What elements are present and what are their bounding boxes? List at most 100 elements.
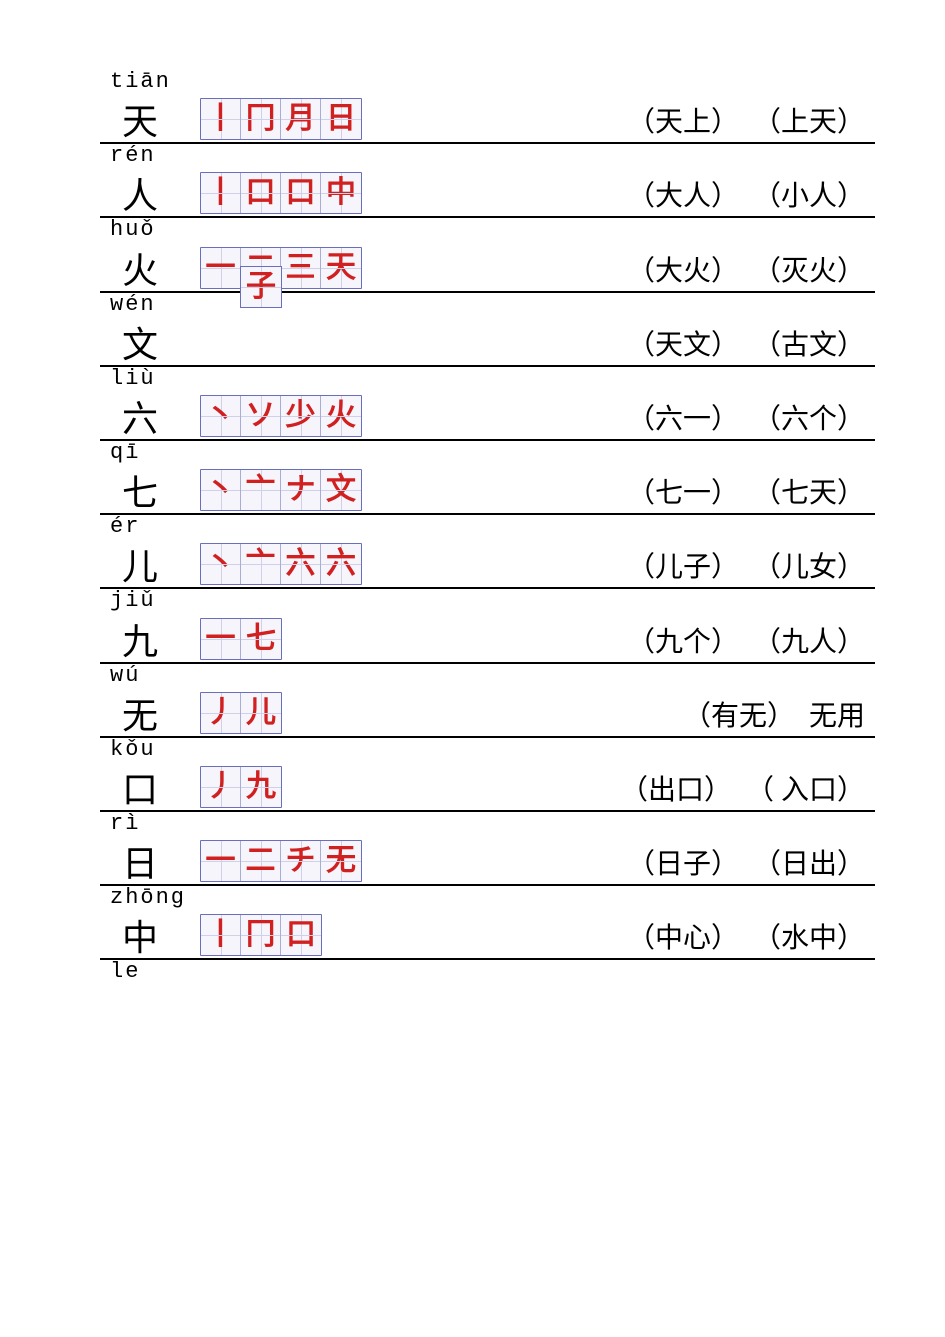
character-entry: le <box>100 960 875 984</box>
stroke-glyph: 丶 <box>201 470 240 510</box>
entry-row: 人丨口口中（大人）（小人） <box>100 168 875 218</box>
stroke-cell: 九 <box>241 767 281 807</box>
pinyin-label: wén <box>100 293 875 317</box>
stroke-cell: 丨 <box>201 173 241 213</box>
stroke-order-grid: 丶亠六六 <box>200 543 400 587</box>
stroke-glyph: 一 <box>201 248 240 288</box>
stroke-glyph: 二 <box>241 841 280 881</box>
stroke-glyph: 丨 <box>201 173 240 213</box>
stroke-order-grid <box>200 363 400 365</box>
character-entry: liù 六丶ソ少火 （六一）（六个） <box>100 367 875 441</box>
stroke-glyph: 丶 <box>201 396 240 436</box>
example-word-2: （水中） <box>753 916 865 956</box>
example-words: （日子） （日出） <box>627 842 875 884</box>
stroke-cell: 火 <box>321 396 361 436</box>
pinyin-label: ér <box>100 515 875 539</box>
example-words: （中心）（水中） <box>627 916 875 958</box>
main-character: 六 <box>100 401 180 439</box>
stroke-cell: ソ <box>241 396 281 436</box>
stroke-glyph: 文 <box>321 470 361 510</box>
example-words: （七一）（七天） <box>627 471 875 513</box>
example-word-1: （出口） <box>620 768 732 808</box>
character-entry: kǒu口丿九（出口）（ 入口） <box>100 738 875 812</box>
entry-row: 日一二チ无（日子）（日出） <box>100 836 875 886</box>
entry-row: 七丶亠ナ文（七一）（七天） <box>100 465 875 515</box>
stroke-glyph: 冂 <box>241 915 280 955</box>
stroke-cell: 一 <box>201 841 241 881</box>
stroke-grid: 丨冂月日 <box>200 98 362 140</box>
example-word-2: （日出） <box>753 842 865 882</box>
entry-row: 无丿儿（有无）无用 <box>100 688 875 738</box>
character-entry: tiān天丨冂月日（天上）（上天） <box>100 70 875 144</box>
pinyin-label: liù <box>100 367 875 391</box>
stroke-cell: 口 <box>281 915 321 955</box>
example-word-2: （ 入口） <box>746 768 865 808</box>
example-word-1: （六一） <box>627 397 739 437</box>
pinyin-label: zhōng <box>100 886 875 910</box>
main-character: 口 <box>100 772 180 810</box>
character-entry: zhōng 中丨冂口 （中心）（水中） <box>100 886 875 960</box>
example-word-2: （九人） <box>753 620 865 660</box>
stroke-glyph: 三 <box>281 248 320 288</box>
stroke-grid: 丿儿 <box>200 692 282 734</box>
stroke-glyph: 丨 <box>201 915 240 955</box>
example-words: （六一）（六个） <box>627 397 875 439</box>
pinyin-label: wú <box>100 664 875 688</box>
example-word-1: （大火） <box>627 249 739 289</box>
main-character: 人 <box>100 178 180 216</box>
pinyin-label: qī <box>100 441 875 465</box>
example-words: （大火）（灭火） <box>627 249 875 291</box>
example-word-1: （日子） <box>627 842 739 882</box>
example-word-2: （小人） <box>753 174 865 214</box>
stroke-cell: 二 <box>241 841 281 881</box>
stroke-cell: 丶 <box>201 470 241 510</box>
stroke-grid: 丿九 <box>200 766 282 808</box>
stroke-glyph: 九 <box>241 767 281 807</box>
entry-row: 中丨冂口 （中心）（水中） <box>100 910 875 960</box>
example-word-1: （儿子） <box>627 545 739 585</box>
stroke-glyph: 六 <box>281 544 320 584</box>
pinyin-label: jiǔ <box>100 589 875 613</box>
stroke-order-grid: 丿九 <box>200 766 400 810</box>
stroke-cell: 中 <box>321 173 361 213</box>
stroke-glyph: 丿 <box>201 767 240 807</box>
main-character: 九 <box>100 624 180 662</box>
stroke-glyph: 一 <box>201 619 240 659</box>
example-words: （九个）（九人） <box>627 620 875 662</box>
stroke-cell: 子 <box>241 267 281 307</box>
worksheet-page: tiān天丨冂月日（天上）（上天）rén人丨口口中（大人）（小人）huǒ火一二三… <box>0 0 945 1337</box>
pinyin-label: le <box>100 960 875 984</box>
example-word-2: 无用 <box>809 694 865 734</box>
main-character: 无 <box>100 698 180 736</box>
stroke-glyph: 口 <box>281 915 321 955</box>
stroke-grid: 丶亠ナ文 <box>200 469 362 511</box>
stroke-cell: 丿 <box>201 767 241 807</box>
stroke-cell: 无 <box>321 841 361 881</box>
entry-row: 文（天文）（古文） <box>100 317 875 367</box>
example-word-1: （天文） <box>627 323 739 363</box>
stroke-cell: 亠 <box>241 544 281 584</box>
stroke-glyph: 日 <box>321 99 361 139</box>
stroke-grid: 一二チ无 <box>200 840 362 882</box>
stroke-order-grid: 丨冂月日 <box>200 98 400 142</box>
example-word-2: （上天） <box>753 100 865 140</box>
stroke-cell: 六 <box>321 544 361 584</box>
stroke-glyph: 火 <box>321 396 361 436</box>
example-words: （天文）（古文） <box>627 323 875 365</box>
stroke-order-grid: 丶ソ少火 <box>200 395 400 439</box>
main-character: 火 <box>100 253 180 291</box>
stroke-cell: 口 <box>241 173 281 213</box>
stroke-glyph: 丿 <box>201 693 240 733</box>
stroke-glyph: 子 <box>241 267 281 307</box>
pinyin-label: rén <box>100 144 875 168</box>
example-word-2: （儿女） <box>753 545 865 585</box>
stroke-order-grid: 一二チ无 <box>200 840 400 884</box>
stroke-cell: 天 <box>321 248 361 288</box>
stroke-glyph: 亠 <box>241 470 280 510</box>
stroke-grid: 丶亠六六 <box>200 543 362 585</box>
entry-row: 儿丶亠六六（儿子）（儿女） <box>100 539 875 589</box>
stroke-glyph: 口 <box>281 173 320 213</box>
stroke-grid-overflow: 子 <box>240 266 282 308</box>
main-character: 中 <box>100 920 180 958</box>
stroke-cell: 口 <box>281 173 321 213</box>
